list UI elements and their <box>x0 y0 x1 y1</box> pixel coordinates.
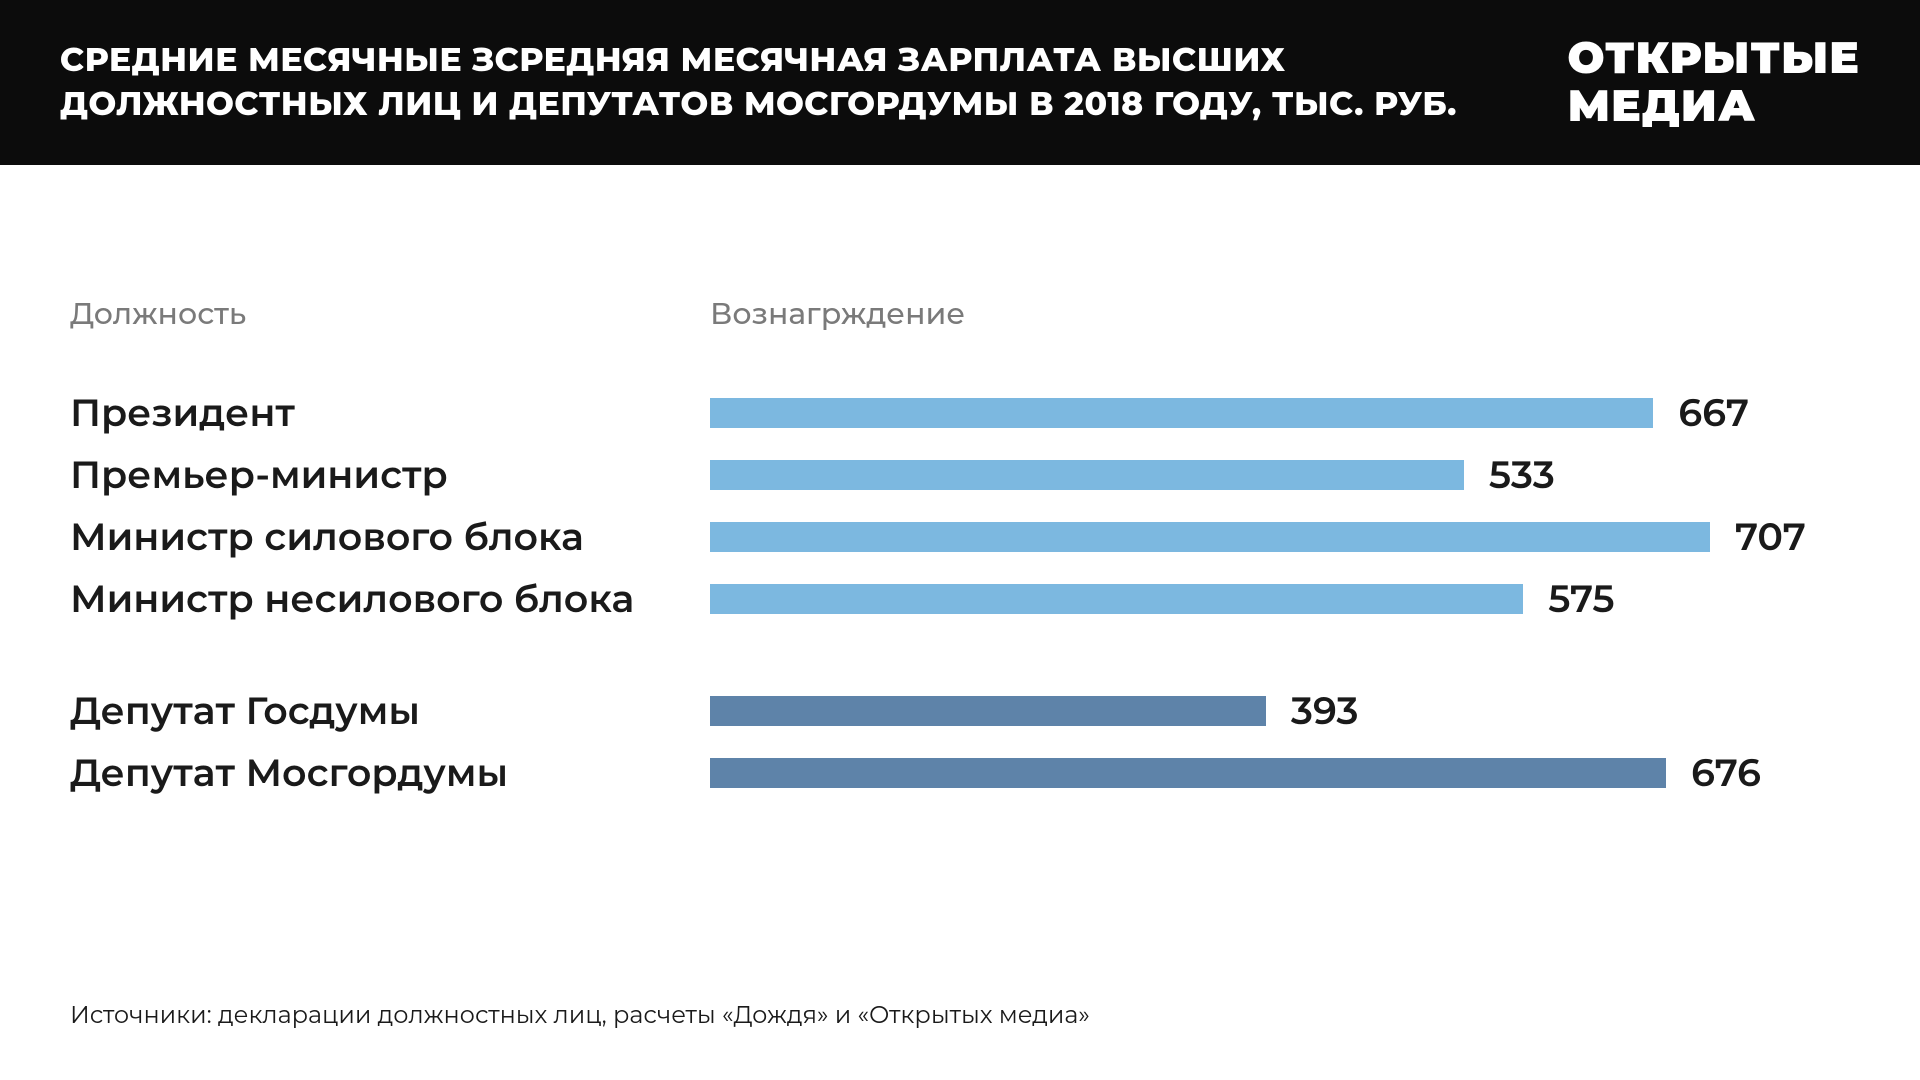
column-header-label: Должность <box>70 295 710 332</box>
bar-row: Министр несилового блока 575 <box>70 568 1850 630</box>
bar-row: Депутат Госдумы 393 <box>70 680 1850 742</box>
logo-line-1: ОТКРЫТЫЕ <box>1568 31 1860 85</box>
bar <box>710 696 1266 726</box>
bar-value: 707 <box>1735 513 1806 560</box>
bar-value: 533 <box>1489 451 1555 498</box>
source-footer: Источники: декларации должностных лиц, р… <box>70 1001 1090 1030</box>
bar-groups: Президент 667 Премьер-министр 533 Министр си… <box>70 382 1850 804</box>
brand-logo: ОТКРЫТЫЕ МЕДИА <box>1568 34 1860 131</box>
bar-value: 393 <box>1291 687 1359 734</box>
bar-wrap: 707 <box>710 513 1850 560</box>
bar-wrap: 393 <box>710 687 1850 734</box>
bar-label: Президент <box>70 389 710 436</box>
bar <box>710 758 1666 788</box>
bar-label: Министр несилового блока <box>70 575 710 622</box>
header-bar: СРЕДНИЕ МЕСЯЧНЫЕ ЗСРЕДНЯЯ МЕСЯЧНАЯ ЗАРПЛ… <box>0 0 1920 165</box>
bar-value: 575 <box>1548 575 1614 622</box>
bar-wrap: 676 <box>710 749 1850 796</box>
chart-title: СРЕДНИЕ МЕСЯЧНЫЕ ЗСРЕДНЯЯ МЕСЯЧНАЯ ЗАРПЛ… <box>60 38 1460 127</box>
bar-group: Президент 667 Премьер-министр 533 Министр си… <box>70 382 1850 630</box>
bar-row: Премьер-министр 533 <box>70 444 1850 506</box>
chart-area: Должность Вознагрждение Президент 667 Прем… <box>0 165 1920 804</box>
bar-group: Депутат Госдумы 393 Депутат Мосгордумы 676 <box>70 680 1850 804</box>
bar <box>710 398 1653 428</box>
bar-wrap: 667 <box>710 389 1850 436</box>
bar-label: Депутат Госдумы <box>70 687 710 734</box>
bar-row: Президент 667 <box>70 382 1850 444</box>
bar-row: Депутат Мосгордумы 676 <box>70 742 1850 804</box>
column-header-value: Вознагрждение <box>710 295 1850 332</box>
bar-value: 667 <box>1678 389 1749 436</box>
bar <box>710 584 1523 614</box>
logo-line-2: МЕДИА <box>1568 79 1757 133</box>
bar <box>710 460 1464 490</box>
bar <box>710 522 1710 552</box>
bar-label: Депутат Мосгордумы <box>70 749 710 796</box>
bar-label: Премьер-министр <box>70 451 710 498</box>
bar-value: 676 <box>1691 749 1761 796</box>
bar-row: Министр силового блока 707 <box>70 506 1850 568</box>
bar-label: Министр силового блока <box>70 513 710 560</box>
bar-wrap: 533 <box>710 451 1850 498</box>
columns-header: Должность Вознагрждение <box>70 295 1850 332</box>
bar-wrap: 575 <box>710 575 1850 622</box>
